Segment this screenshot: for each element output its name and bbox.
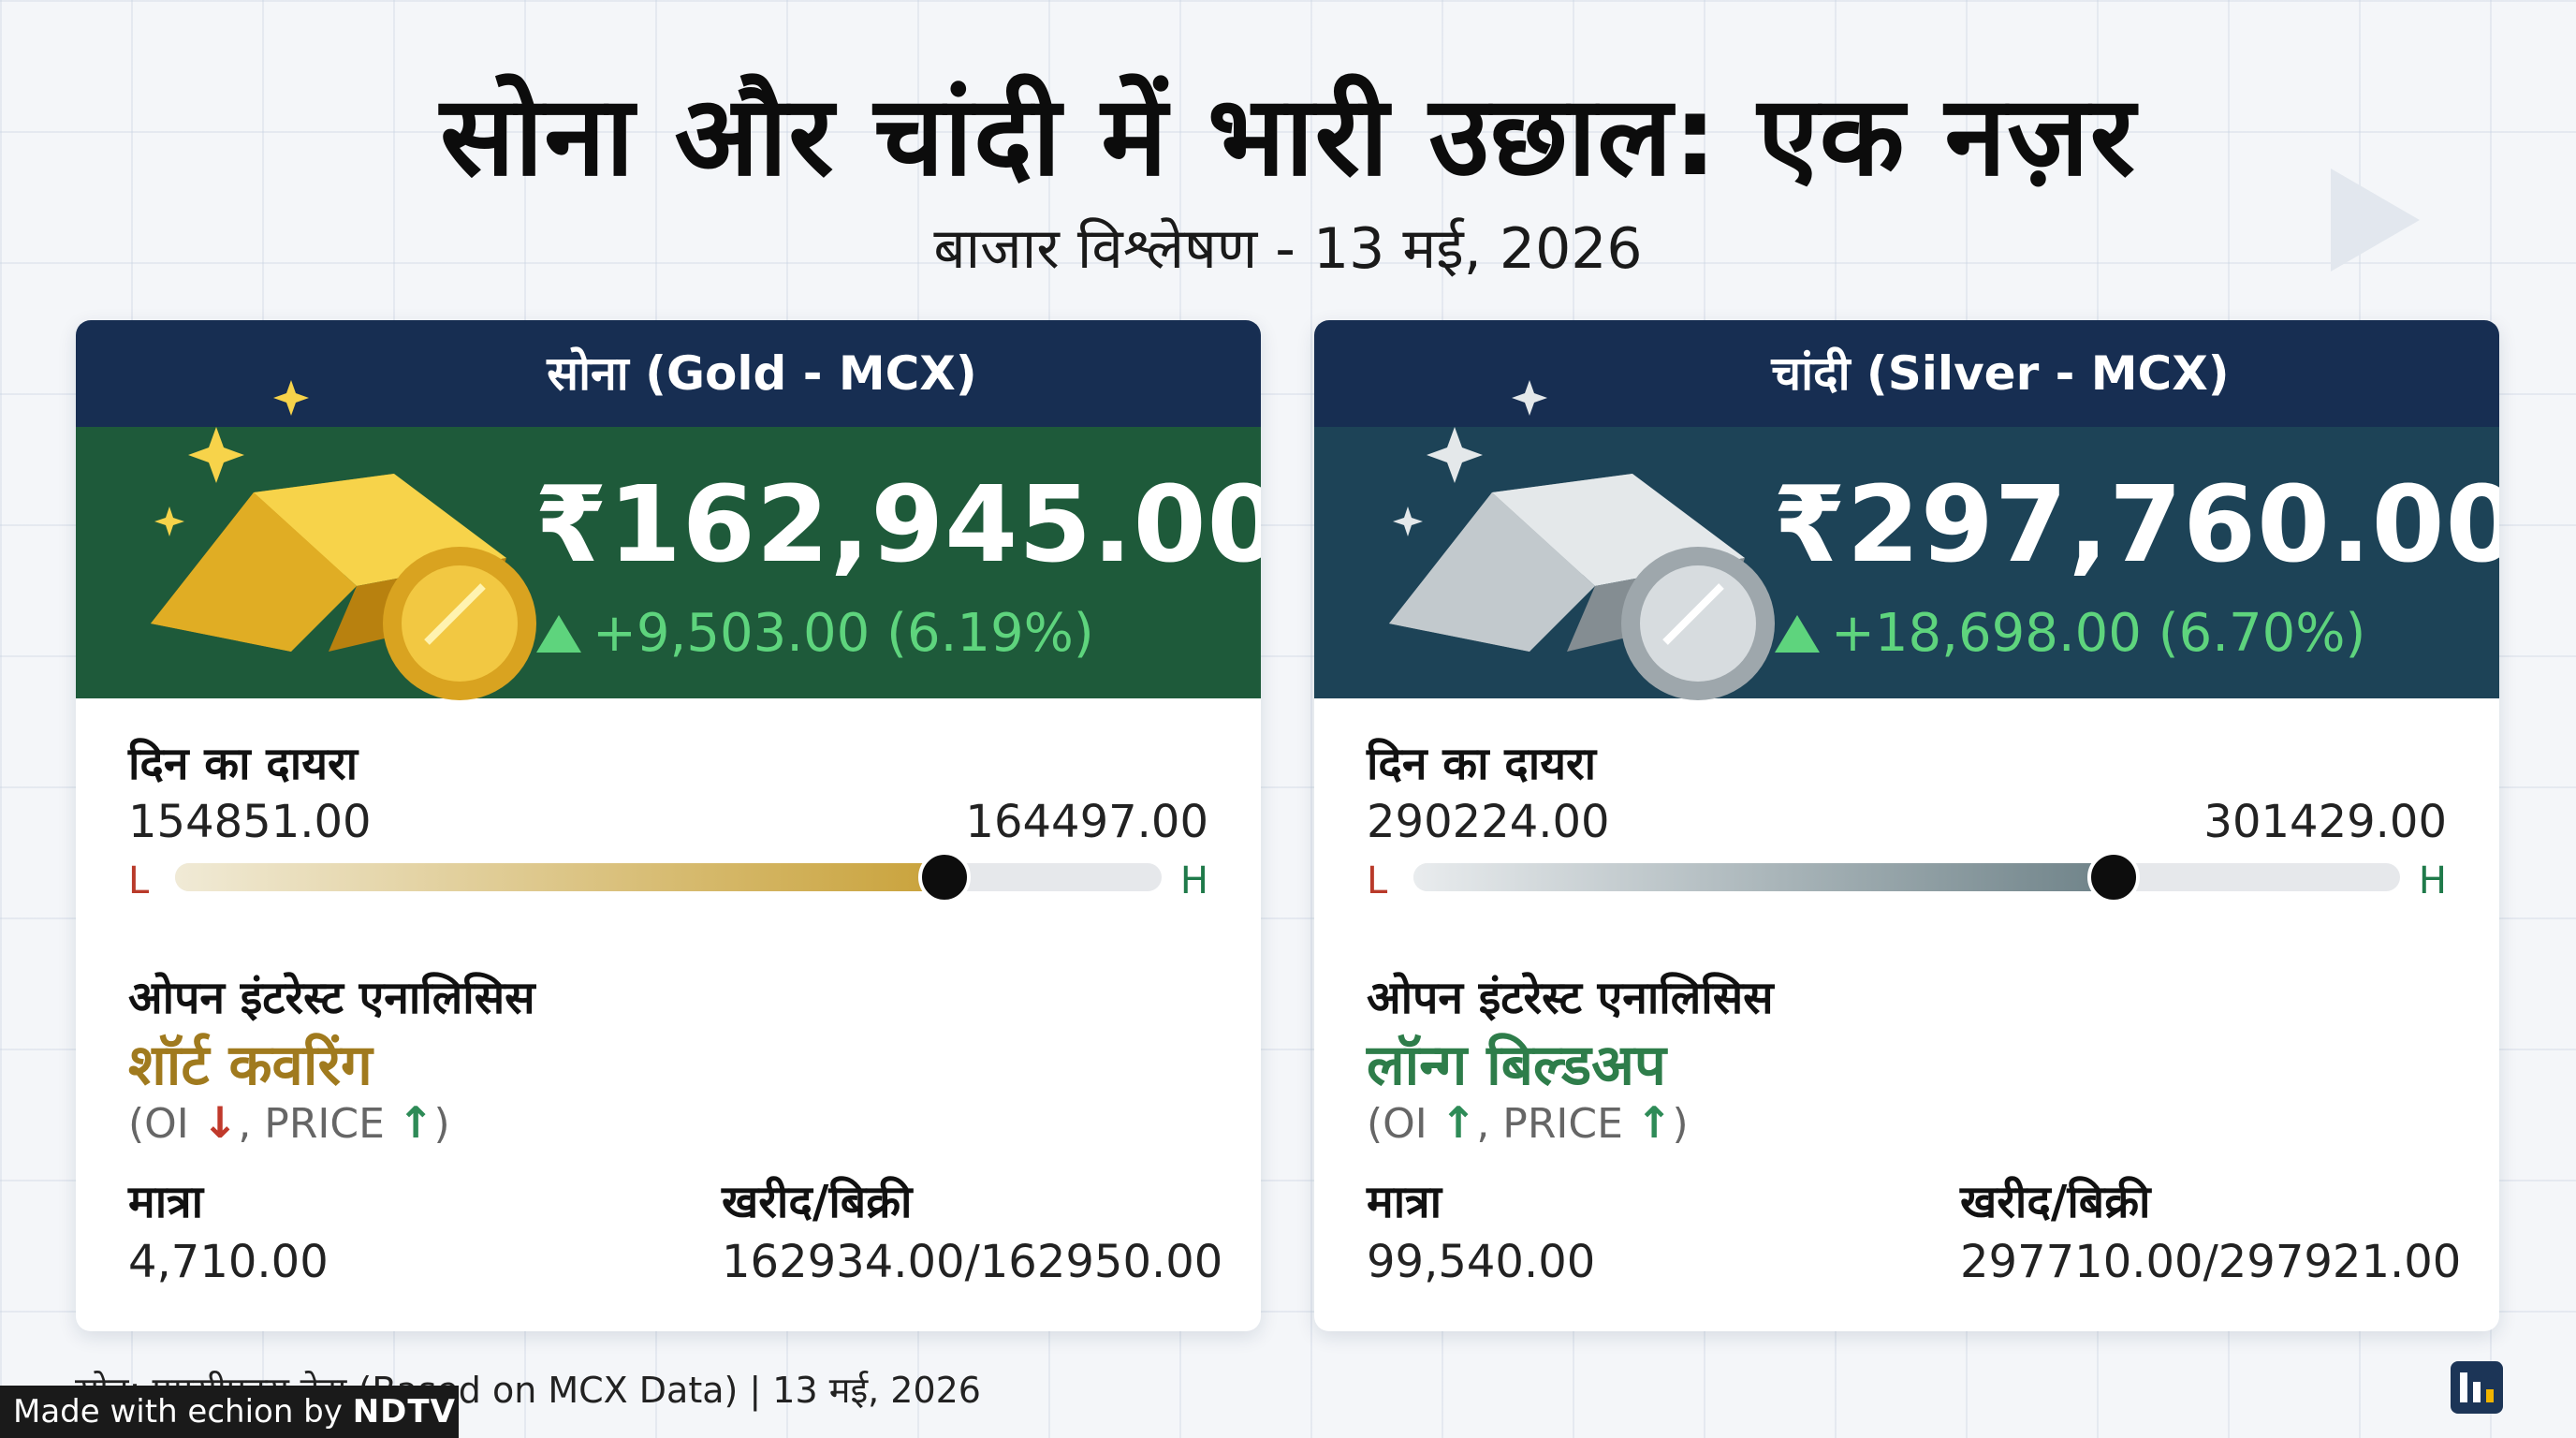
logo-bar [2473,1382,2481,1402]
gold-price-word: , PRICE [238,1100,385,1148]
decorative-triangle [2331,169,2420,271]
gold-volume-label: मात्रा [128,1176,204,1228]
badge-text: Made with echion by [13,1393,343,1431]
silver-high-marker: H [2418,859,2447,902]
gold-range-label: दिन का दायरा [128,738,359,790]
logo-bar [2486,1389,2494,1402]
gold-change: +9,503.00 (6.19%) [536,603,1094,664]
ndtv-logo: NDTV [352,1393,456,1431]
silver-change-value: +18,698.00 (6.70%) [1831,603,2366,664]
gold-range-low: 154851.00 [128,796,372,848]
silver-low-marker: L [1367,859,1388,902]
triangle-up-icon [536,615,581,653]
silver-range-low: 290224.00 [1367,796,1610,848]
arrow-down-icon: ↓ [201,1097,239,1148]
gold-price: ₹162,945.00 [534,464,1261,586]
made-with-badge[interactable]: Made with echion by NDTV [0,1386,459,1438]
gold-hero: ₹162,945.00 +9,503.00 (6.19%) [76,380,1261,700]
silver-oi-prefix: (OI [1367,1100,1427,1148]
silver-oi-suffix: ) [1672,1100,1689,1148]
gold-volume: 4,710.00 [128,1236,329,1288]
silver-range-track [1413,851,2400,903]
gold-card: सोना (Gold - MCX) ₹162,945.00 +9,503.00 … [76,320,1261,1331]
gold-bidask-label: खरीद/बिक्री [722,1176,913,1228]
silver-volume-label: मात्रा [1367,1176,1442,1228]
gold-oi-status: शॉर्ट कवरिंग [128,1033,373,1098]
silver-oi-label: ओपन इंटरेस्ट एनालिसिस [1367,972,1774,1024]
silver-oi-status: लॉन्ग बिल्डअप [1367,1033,1666,1098]
page-subtitle: बाजार विश्लेषण - 13 मई, 2026 [933,216,1643,282]
silver-range-high: 301429.00 [2203,796,2447,848]
silver-price-word: , PRICE [1476,1100,1623,1148]
gold-range-track [175,851,1162,903]
gold-bidask: 162934.00/162950.00 [722,1236,1223,1288]
silver-bar-coin-icon [1389,380,1775,700]
arrow-up-icon: ↑ [397,1097,434,1148]
silver-card-title: चांदी (Silver - MCX) [1314,320,2499,427]
gold-oi-label: ओपन इंटरेस्ट एनालिसिस [128,972,535,1024]
silver-bidask-label: खरीद/बिक्री [1960,1176,2151,1228]
arrow-up-icon: ↑ [1635,1097,1673,1148]
silver-price: ₹297,760.00 [1773,464,2499,586]
page-title: सोना और चांदी में भारी उछाल: एक नज़र [440,71,2136,200]
gold-change-value: +9,503.00 (6.19%) [593,603,1094,664]
silver-range-fill [1413,863,2115,891]
app-logo-icon[interactable] [2451,1361,2503,1414]
gold-range-fill [175,863,945,891]
silver-range-label: दिन का दायरा [1367,738,1597,790]
gold-oi-detail: (OI ↓, PRICE ↑) [128,1097,450,1148]
silver-volume: 99,540.00 [1367,1236,1596,1288]
gold-bar-coin-icon [151,380,536,700]
triangle-up-icon [1775,615,1820,653]
gold-card-title: सोना (Gold - MCX) [76,320,1261,427]
gold-oi-prefix: (OI [128,1100,189,1148]
silver-card: चांदी (Silver - MCX) ₹297,760.00 +18,698… [1314,320,2499,1331]
silver-bidask: 297710.00/297921.00 [1960,1236,2462,1288]
gold-oi-suffix: ) [433,1100,450,1148]
gold-low-marker: L [128,859,150,902]
silver-range-knob [2087,851,2141,903]
gold-range-high: 164497.00 [965,796,1208,848]
silver-oi-detail: (OI ↑, PRICE ↑) [1367,1097,1689,1148]
silver-change: +18,698.00 (6.70%) [1775,603,2365,664]
silver-hero: ₹297,760.00 +18,698.00 (6.70%) [1314,380,2499,700]
logo-bar [2460,1372,2467,1402]
arrow-up-icon: ↑ [1440,1097,1477,1148]
gold-range-knob [918,851,972,903]
gold-high-marker: H [1179,859,1208,902]
